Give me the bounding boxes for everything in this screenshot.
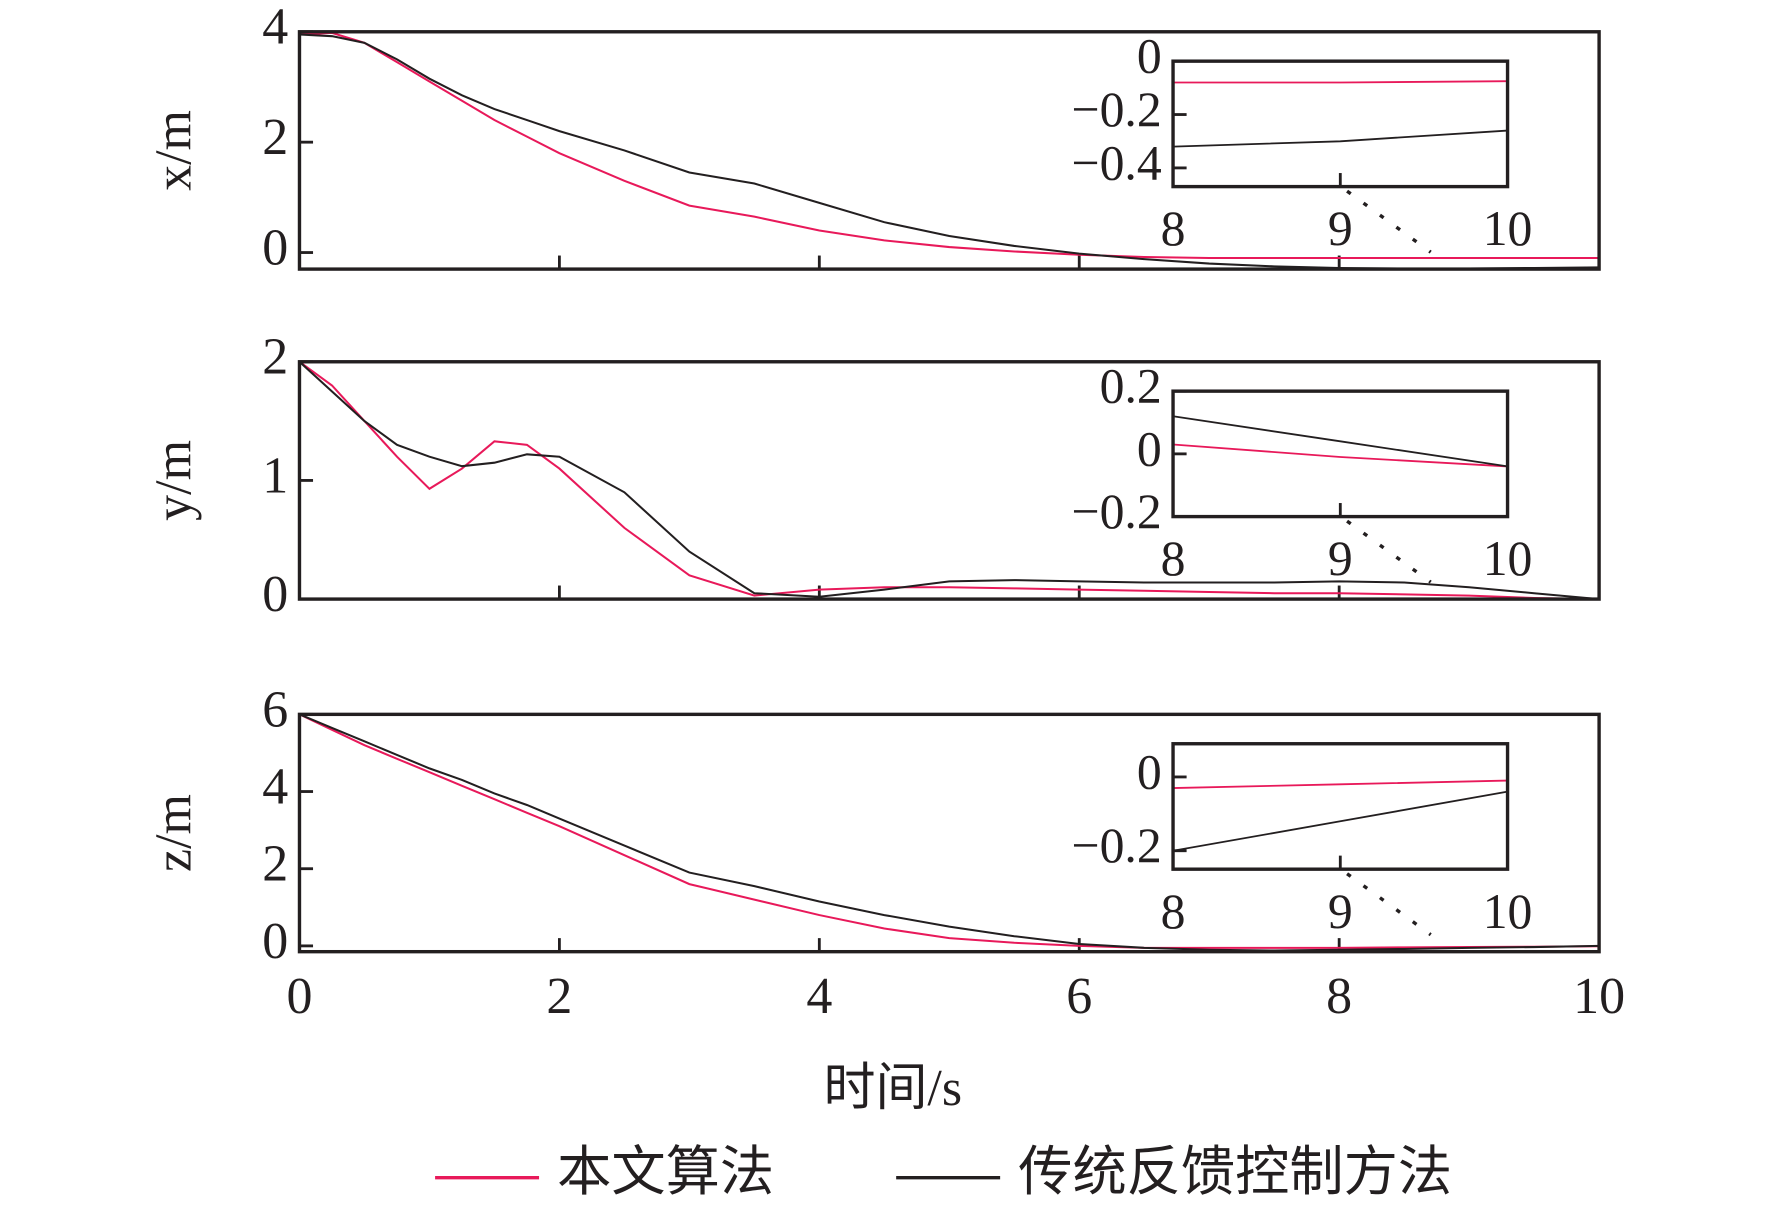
y-tick-label: 0: [262, 913, 288, 970]
plot-frame: [1171, 742, 1510, 871]
x-tick-label: 10: [1483, 201, 1533, 256]
x-tick-label: 10: [1483, 884, 1533, 939]
y-axis-label: z/m: [145, 794, 202, 872]
connector: [1346, 189, 1432, 254]
y-tick-label: 0.2: [1100, 359, 1162, 414]
series-line: [1173, 129, 1508, 148]
series-line: [299, 361, 1600, 600]
x-tick-label: 2: [546, 968, 572, 1025]
x-tick-label: 6: [1066, 968, 1092, 1025]
y-tick-label: 2: [262, 836, 288, 893]
y-axis-label: y/m: [145, 440, 202, 521]
inset-bg: [1173, 61, 1508, 187]
legend-label: 传统反馈控制方法: [1018, 1142, 1452, 1202]
y-axis-label: x/m: [145, 110, 202, 191]
x-tick-label: 9: [1328, 201, 1353, 256]
x-axis-label: 时间/s: [823, 1060, 962, 1117]
plot-frame: [297, 30, 1601, 271]
y-tick-label: 4: [262, 0, 288, 56]
y-tick-label: −0.2: [1072, 82, 1162, 137]
x-tick-label: 8: [1161, 531, 1186, 586]
series-line: [299, 714, 1600, 952]
x-tick-label: 10: [1483, 531, 1533, 586]
x-tick-label: 9: [1328, 531, 1353, 586]
x-tick-label: 10: [1573, 968, 1625, 1025]
y-tick-label: 0: [262, 219, 288, 276]
inset-bg: [1173, 743, 1508, 870]
series-line: [299, 31, 1600, 260]
y-tick-label: 0: [1137, 744, 1162, 799]
y-tick-label: 0: [262, 566, 288, 623]
x-tick-label: 0: [286, 968, 312, 1025]
y-tick-label: 0: [1137, 29, 1162, 84]
series-line: [299, 361, 1600, 600]
connector: [1346, 872, 1432, 937]
legend-label: 本文算法: [557, 1142, 774, 1202]
series-line: [299, 714, 1600, 949]
inset-bg: [1173, 391, 1508, 517]
series-line: [1173, 790, 1508, 852]
y-tick-label: −0.4: [1072, 135, 1162, 190]
y-tick-label: 4: [262, 758, 288, 815]
plot-frame: [297, 360, 1601, 601]
x-tick-label: 8: [1161, 884, 1186, 939]
y-tick-label: −0.2: [1072, 818, 1162, 873]
series-line: [1173, 415, 1508, 468]
plot-frame: [1171, 389, 1510, 519]
x-tick-label: 9: [1328, 884, 1353, 939]
plot-frame: [297, 712, 1601, 954]
y-tick-label: 2: [262, 109, 288, 166]
series-line: [1173, 80, 1508, 84]
connector: [1346, 519, 1432, 584]
y-tick-label: −0.2: [1072, 484, 1162, 539]
series-line: [1173, 779, 1508, 789]
y-tick-label: 1: [262, 447, 288, 504]
y-tick-label: 0: [1137, 421, 1162, 476]
x-tick-label: 4: [806, 968, 832, 1025]
y-tick-label: 6: [262, 681, 288, 738]
series-line: [1173, 443, 1508, 468]
x-tick-label: 8: [1326, 968, 1352, 1025]
y-tick-label: 2: [262, 329, 288, 386]
x-tick-label: 8: [1161, 201, 1186, 256]
plot-frame: [1171, 59, 1510, 189]
